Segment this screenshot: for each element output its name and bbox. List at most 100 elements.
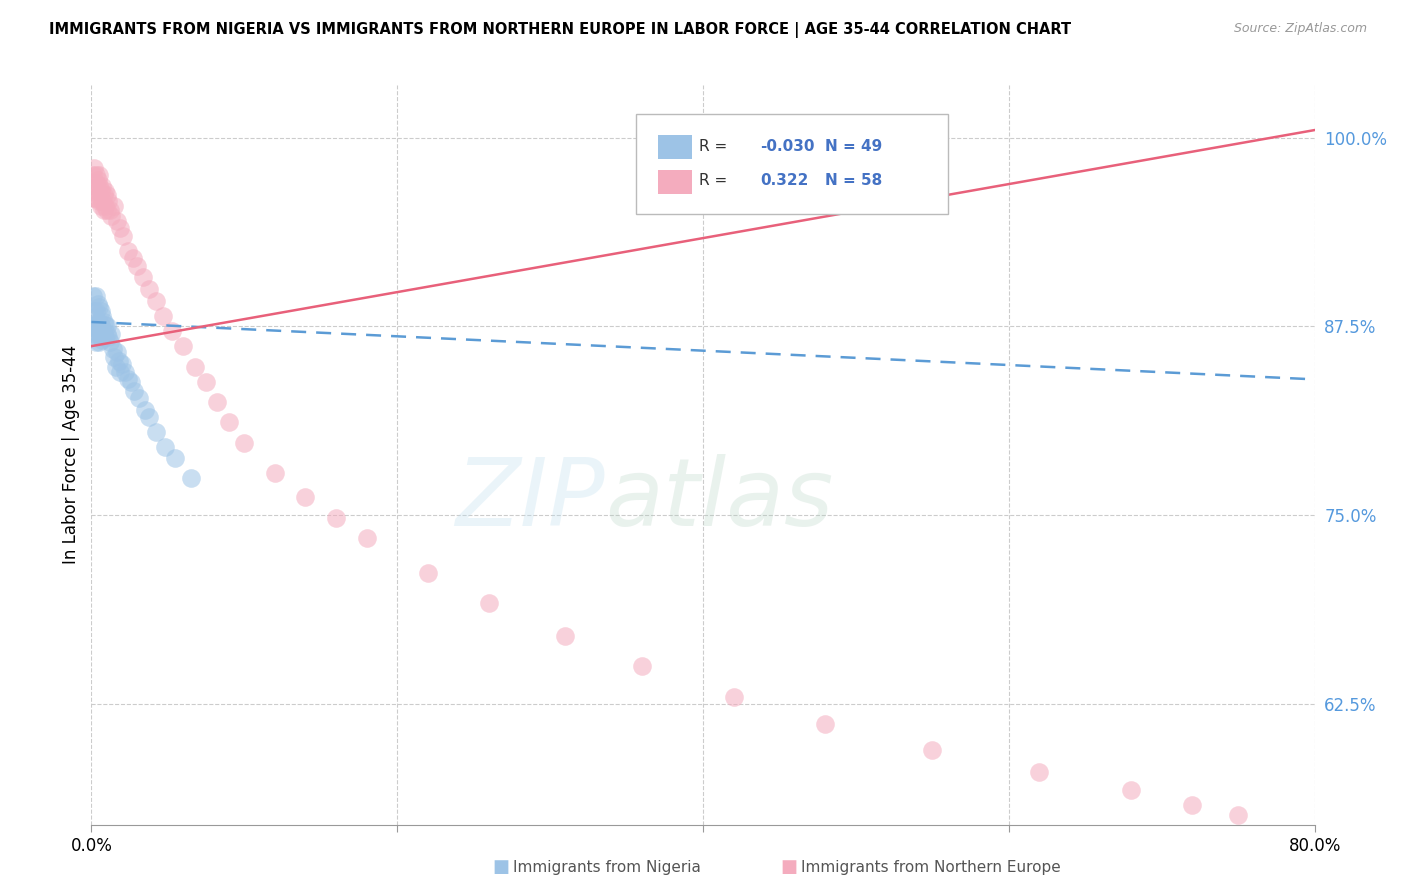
Point [96,319,118,334]
Point [97,330,120,344]
Point [233,435,256,450]
Point [128,391,150,405]
Point [103,350,125,364]
Text: N = 58: N = 58 [825,173,883,188]
Point [87,334,110,349]
Point [98,203,121,218]
Point [91,194,114,208]
Point [94,330,117,344]
Point [82,191,104,205]
Point [180,470,202,484]
Point [86,184,108,198]
Point [162,324,184,338]
Point [93,315,115,329]
Point [86,315,108,329]
Bar [658,169,692,194]
Point [195,376,218,390]
Text: Immigrants from Northern Europe: Immigrants from Northern Europe [801,860,1062,874]
Point [86,326,108,341]
Text: N = 49: N = 49 [825,138,883,153]
Point [1121,783,1143,797]
Point [96,326,118,341]
Point [478,596,501,610]
Point [94,318,117,332]
Point [84,289,107,303]
Point [96,203,118,218]
Point [218,415,240,429]
Point [120,376,142,390]
Point [91,333,114,347]
Text: -0.030: -0.030 [761,138,815,153]
Point [121,252,143,266]
Text: 0.322: 0.322 [761,173,808,188]
Point [82,169,104,183]
Point [110,365,132,379]
Point [111,357,134,371]
Point [1227,807,1250,822]
Point [84,176,107,190]
Point [165,450,187,465]
Point [91,178,114,193]
Text: ZIP: ZIP [456,454,605,545]
Text: IMMIGRANTS FROM NIGERIA VS IMMIGRANTS FROM NORTHERN EUROPE IN LABOR FORCE | AGE : IMMIGRANTS FROM NIGERIA VS IMMIGRANTS FR… [49,22,1071,38]
Point [93,203,115,218]
Point [184,360,207,375]
Point [631,659,654,673]
Point [103,199,125,213]
Point [814,717,837,731]
Point [1181,798,1204,813]
Text: Source: ZipAtlas.com: Source: ZipAtlas.com [1233,22,1367,36]
Point [83,326,105,341]
Point [100,326,122,341]
Point [87,194,110,208]
Point [416,566,439,580]
Point [325,511,347,525]
Point [138,410,160,425]
Text: Immigrants from Nigeria: Immigrants from Nigeria [513,860,702,874]
Point [110,221,132,235]
Point [152,309,174,323]
Point [87,315,110,329]
Point [87,324,110,338]
Point [122,384,145,399]
Text: ■: ■ [492,858,509,876]
Point [87,169,110,183]
Point [132,269,155,284]
Point [138,282,160,296]
Point [82,289,104,303]
Point [356,531,378,545]
Point [82,319,104,334]
Point [127,259,149,273]
Point [91,309,114,323]
Point [205,395,228,409]
Point [554,629,576,643]
Point [723,690,745,704]
Point [104,360,127,375]
Point [87,300,110,314]
Point [84,319,107,334]
Point [86,297,108,311]
Y-axis label: In Labor Force | Age 35-44: In Labor Force | Age 35-44 [62,345,80,565]
Point [90,319,112,334]
Point [84,304,107,318]
Point [90,184,112,198]
Point [84,191,107,205]
Point [87,178,110,193]
Point [145,293,167,308]
Point [1028,765,1050,780]
Point [97,194,120,208]
Point [117,244,139,258]
Point [117,372,139,386]
Point [90,199,112,213]
Point [100,209,122,223]
Point [93,188,115,202]
Point [93,326,115,341]
Bar [658,135,692,159]
Text: atlas: atlas [605,454,834,545]
Point [101,342,124,356]
Point [98,334,121,349]
Point [96,188,118,202]
Point [94,199,117,213]
Point [83,304,105,318]
Point [83,184,105,198]
